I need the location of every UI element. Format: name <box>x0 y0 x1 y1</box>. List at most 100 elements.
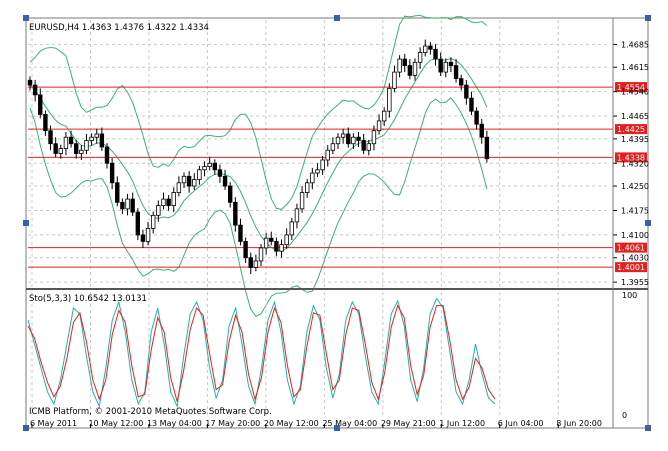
time-label: 13 May 04:00 <box>147 419 202 428</box>
candle-body <box>258 247 264 262</box>
candle-body <box>99 133 105 148</box>
candle-body <box>227 185 233 203</box>
time-axis: 6 May 2011 10 May 12:00 13 May 04:00 17 May… <box>30 419 602 428</box>
price-label: 1.4320 <box>621 159 649 168</box>
price-label: 1.4685 <box>621 40 649 49</box>
level-label-bg <box>615 124 647 135</box>
handle-top-left[interactable] <box>23 15 29 21</box>
candle-body <box>233 201 238 226</box>
candle-body <box>150 214 156 229</box>
handle-bottom-mid[interactable] <box>334 425 340 431</box>
candle-body <box>263 237 269 249</box>
candle-body <box>166 198 171 206</box>
candle-body <box>407 65 413 76</box>
oscillator-header: Sto(5,3,3) 10.6542 13.0131 <box>29 294 147 304</box>
candle-body <box>63 136 69 150</box>
candle-body <box>89 136 94 141</box>
candle-body <box>32 84 38 96</box>
handle-bottom-right[interactable] <box>645 425 651 431</box>
candle-body <box>320 159 325 171</box>
time-label: 17 May 20:00 <box>205 419 260 428</box>
candle-body <box>94 133 99 138</box>
candle-body <box>181 175 187 184</box>
candle-body <box>156 205 161 216</box>
candle-body <box>428 45 433 50</box>
candle-body <box>356 136 361 141</box>
time-label: 20 May 12:00 <box>264 419 319 428</box>
candle-body <box>479 123 484 138</box>
candle-body <box>402 58 407 66</box>
handle-mid-right[interactable] <box>645 220 651 226</box>
handle-top-right[interactable] <box>645 15 651 21</box>
candle-body <box>464 84 469 99</box>
time-label: 6 May 2011 <box>30 419 77 428</box>
oscillator-scale-top: 100 <box>622 291 637 300</box>
candle-body <box>443 61 448 73</box>
level-label: 1.4061 <box>617 244 645 253</box>
candle-body <box>84 140 89 151</box>
candle-body <box>68 136 74 145</box>
candle-body <box>340 133 346 138</box>
candle-body <box>412 61 418 76</box>
candle-body <box>361 140 366 151</box>
candle-body <box>351 136 356 145</box>
price-label: 1.4395 <box>621 135 649 144</box>
watermark: ICMB Platform, © 2001-2010 MetaQuotes So… <box>29 407 272 417</box>
candle-body <box>346 133 351 145</box>
level-label-bg <box>615 152 647 163</box>
oscillator-panel[interactable]: Sto(5,3,3) 10.6542 13.0131 100 0 ICMB Pl… <box>27 291 637 420</box>
candle-body <box>161 198 166 206</box>
candle-body <box>315 169 320 174</box>
candle-body <box>423 45 428 53</box>
band-lower <box>29 97 488 317</box>
price-label: 1.4100 <box>621 231 649 240</box>
candle-body <box>438 58 443 73</box>
level-label-bg <box>615 242 647 253</box>
candle-body <box>243 241 248 259</box>
candle-body <box>135 211 140 236</box>
candle-body <box>197 169 202 180</box>
handle-mid-left[interactable] <box>23 220 29 226</box>
price-label: 1.4615 <box>621 63 649 72</box>
chart-selection-handles[interactable] <box>23 15 651 431</box>
sto-signal-line <box>27 304 496 402</box>
price-label: 1.4030 <box>621 254 649 263</box>
level-label: 1.4425 <box>617 125 645 134</box>
candle-body <box>238 224 243 242</box>
candle-body <box>43 114 48 132</box>
price-axis: 1.4685 1.4615 1.4540 1.4465 1.4395 1.4320 1.42… <box>613 40 649 287</box>
candle-body <box>299 192 305 210</box>
candle-body <box>458 78 464 86</box>
candle-body <box>248 257 253 268</box>
symbol-header: EURUSD,H4 1.4363 1.4376 1.4322 1.4334 <box>29 23 209 33</box>
candle-body <box>269 237 274 242</box>
candle-body <box>202 166 207 171</box>
candle-body <box>433 48 438 60</box>
level-label-bg <box>615 262 647 273</box>
price-label: 1.3955 <box>621 278 649 287</box>
handle-top-mid[interactable] <box>334 15 340 21</box>
candle-body <box>371 130 377 145</box>
bollinger-bands <box>29 14 488 317</box>
candle-body <box>304 182 310 193</box>
candle-body <box>140 234 146 242</box>
candle-body <box>294 208 300 223</box>
candle-body <box>171 192 176 206</box>
band-upper <box>29 14 488 210</box>
candle-body <box>145 227 151 242</box>
handle-bottom-left[interactable] <box>23 425 29 431</box>
candle-body <box>38 94 43 115</box>
level-label: 1.4554 <box>617 83 645 92</box>
candle-body <box>387 87 392 112</box>
candle-body <box>484 136 490 160</box>
candle-body <box>279 244 284 252</box>
candle-body <box>366 143 371 151</box>
horizontal-levels[interactable]: 1.4554 1.4425 1.4338 1.4061 1.4001 <box>28 82 647 273</box>
candle-body <box>453 65 459 80</box>
candle-body <box>397 58 402 73</box>
candle-body <box>381 110 387 122</box>
candle-body <box>222 175 228 187</box>
candle-body <box>53 143 58 154</box>
price-label: 1.4175 <box>621 206 649 215</box>
